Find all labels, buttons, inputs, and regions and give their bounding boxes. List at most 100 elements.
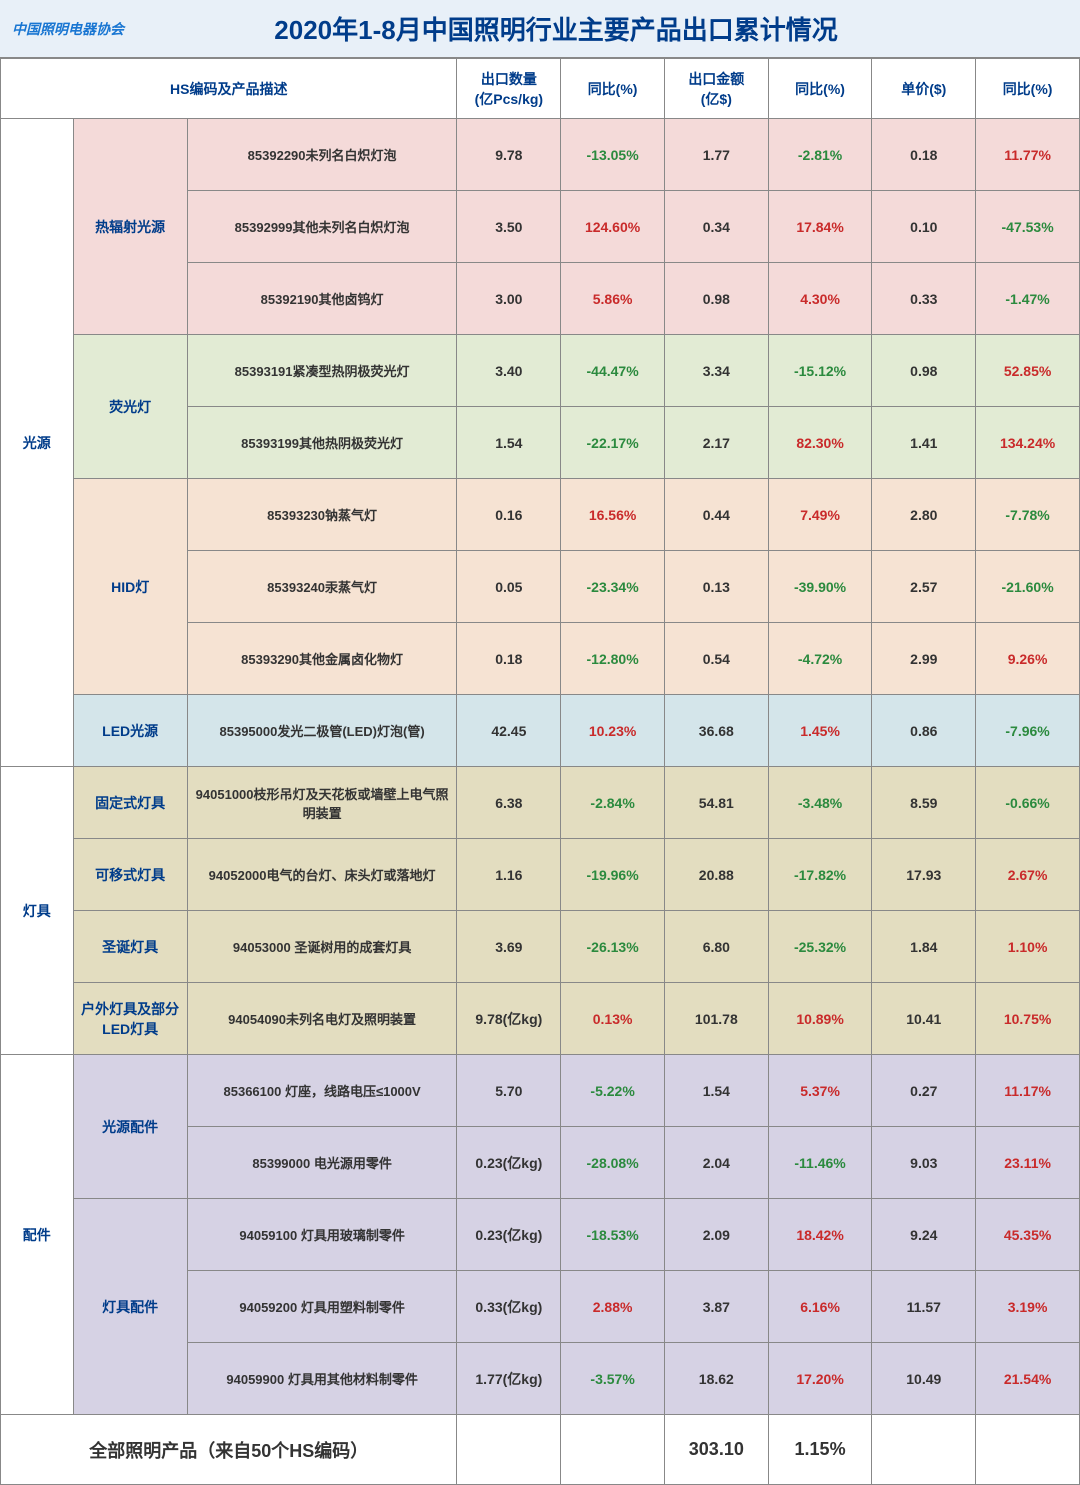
price-cell: 10.41 [872,983,976,1055]
price-cell: 2.99 [872,623,976,695]
amt-cell: 36.68 [664,695,768,767]
table-row: 灯具配件94059100 灯具用玻璃制零件0.23(亿kg)-18.53%2.0… [1,1199,1080,1271]
qty-cell: 1.77(亿kg) [457,1343,561,1415]
amt-yoy-cell: 17.84% [768,191,872,263]
price-yoy-cell: 23.11% [976,1127,1080,1199]
qty-cell: 0.23(亿kg) [457,1199,561,1271]
price-yoy-cell: -0.66% [976,767,1080,839]
price-yoy-cell: 10.75% [976,983,1080,1055]
amt-yoy-cell: -25.32% [768,911,872,983]
category-l2: 户外灯具及部分LED灯具 [73,983,187,1055]
qty-yoy-cell: 2.88% [561,1271,665,1343]
qty-yoy-cell: -28.08% [561,1127,665,1199]
product-desc: 94054090未列名电灯及照明装置 [187,983,457,1055]
product-desc: 94059900 灯具用其他材料制零件 [187,1343,457,1415]
price-yoy-cell: 11.17% [976,1055,1080,1127]
product-desc: 85395000发光二极管(LED)灯泡(管) [187,695,457,767]
price-yoy-cell: -1.47% [976,263,1080,335]
amt-cell: 101.78 [664,983,768,1055]
table-row: 灯具固定式灯具94051000枝形吊灯及天花板或墙壁上电气照明装置6.38-2.… [1,767,1080,839]
qty-yoy-cell: -23.34% [561,551,665,623]
product-desc: 94051000枝形吊灯及天花板或墙壁上电气照明装置 [187,767,457,839]
price-cell: 0.33 [872,263,976,335]
footer-empty [976,1415,1080,1485]
price-cell: 1.84 [872,911,976,983]
col-qty: 出口数量 (亿Pcs/kg) [457,59,561,119]
amt-yoy-cell: 4.30% [768,263,872,335]
amt-yoy-cell: 17.20% [768,1343,872,1415]
amt-cell: 0.54 [664,623,768,695]
amt-cell: 2.09 [664,1199,768,1271]
category-l2: HID灯 [73,479,187,695]
amt-yoy-cell: -11.46% [768,1127,872,1199]
category-l2: 固定式灯具 [73,767,187,839]
amt-cell: 2.17 [664,407,768,479]
footer-label: 全部照明产品（来自50个HS编码） [1,1415,457,1485]
qty-cell: 0.23(亿kg) [457,1127,561,1199]
amt-yoy-cell: 18.42% [768,1199,872,1271]
qty-cell: 0.05 [457,551,561,623]
col-price-yoy: 同比(%) [976,59,1080,119]
qty-yoy-cell: 10.23% [561,695,665,767]
qty-yoy-cell: -19.96% [561,839,665,911]
amt-cell: 54.81 [664,767,768,839]
product-desc: 85399000 电光源用零件 [187,1127,457,1199]
footer-amt: 303.10 [664,1415,768,1485]
col-price: 单价($) [872,59,976,119]
price-cell: 0.27 [872,1055,976,1127]
amt-yoy-cell: 6.16% [768,1271,872,1343]
footer-row: 全部照明产品（来自50个HS编码） 303.101.15% [1,1415,1080,1485]
category-l2: 圣诞灯具 [73,911,187,983]
product-desc: 94059100 灯具用玻璃制零件 [187,1199,457,1271]
price-yoy-cell: 21.54% [976,1343,1080,1415]
qty-yoy-cell: -22.17% [561,407,665,479]
category-l2: 荧光灯 [73,335,187,479]
footer-amt-yoy: 1.15% [768,1415,872,1485]
qty-yoy-cell: 124.60% [561,191,665,263]
qty-yoy-cell: -2.84% [561,767,665,839]
price-yoy-cell: -47.53% [976,191,1080,263]
footer-empty [457,1415,561,1485]
col-qty-yoy: 同比(%) [561,59,665,119]
table-row: 户外灯具及部分LED灯具94054090未列名电灯及照明装置9.78(亿kg)0… [1,983,1080,1055]
price-cell: 2.80 [872,479,976,551]
amt-cell: 2.04 [664,1127,768,1199]
table-row: 可移式灯具94052000电气的台灯、床头灯或落地灯1.16-19.96%20.… [1,839,1080,911]
amt-yoy-cell: -17.82% [768,839,872,911]
qty-yoy-cell: 5.86% [561,263,665,335]
price-cell: 11.57 [872,1271,976,1343]
amt-yoy-cell: -4.72% [768,623,872,695]
qty-cell: 0.33(亿kg) [457,1271,561,1343]
price-cell: 0.86 [872,695,976,767]
price-cell: 17.93 [872,839,976,911]
amt-yoy-cell: -2.81% [768,119,872,191]
table-head: HS编码及产品描述 出口数量 (亿Pcs/kg) 同比(%) 出口金额 (亿$)… [1,59,1080,119]
category-l1: 灯具 [1,767,74,1055]
amt-yoy-cell: 1.45% [768,695,872,767]
price-cell: 2.57 [872,551,976,623]
qty-cell: 3.00 [457,263,561,335]
price-yoy-cell: 52.85% [976,335,1080,407]
qty-yoy-cell: -44.47% [561,335,665,407]
price-yoy-cell: -7.96% [976,695,1080,767]
qty-yoy-cell: -18.53% [561,1199,665,1271]
table-row: 光源热辐射光源85392290未列名白炽灯泡9.78-13.05%1.77-2.… [1,119,1080,191]
amt-cell: 1.54 [664,1055,768,1127]
product-desc: 85392290未列名白炽灯泡 [187,119,457,191]
price-cell: 0.98 [872,335,976,407]
product-desc: 85393290其他金属卤化物灯 [187,623,457,695]
price-yoy-cell: 1.10% [976,911,1080,983]
amt-cell: 6.80 [664,911,768,983]
product-desc: 85393240汞蒸气灯 [187,551,457,623]
amt-cell: 20.88 [664,839,768,911]
amt-yoy-cell: 10.89% [768,983,872,1055]
col-amt-yoy: 同比(%) [768,59,872,119]
amt-yoy-cell: -3.48% [768,767,872,839]
product-desc: 85366100 灯座，线路电压≤1000V [187,1055,457,1127]
qty-cell: 1.16 [457,839,561,911]
product-desc: 85393230钠蒸气灯 [187,479,457,551]
qty-cell: 6.38 [457,767,561,839]
table-row: 圣诞灯具94053000 圣诞树用的成套灯具3.69-26.13%6.80-25… [1,911,1080,983]
amt-yoy-cell: -15.12% [768,335,872,407]
qty-yoy-cell: -13.05% [561,119,665,191]
